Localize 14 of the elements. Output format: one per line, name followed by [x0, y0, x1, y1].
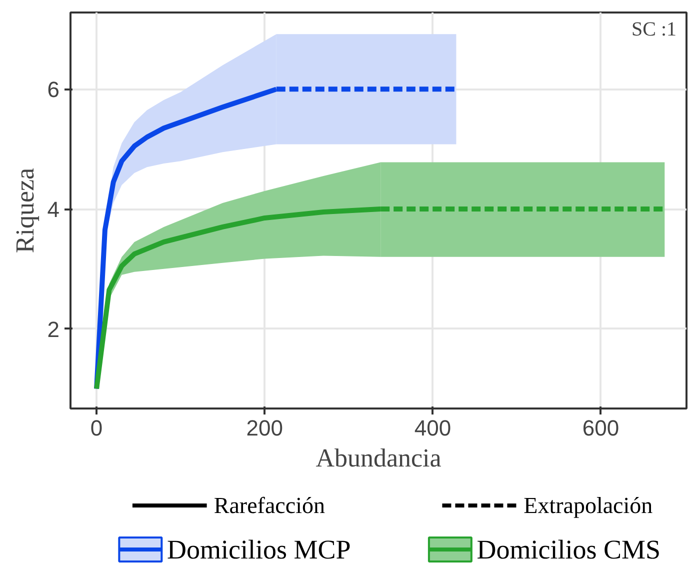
- x-axis-title: Abundancia: [316, 444, 442, 472]
- y-tick-label: 6: [47, 77, 60, 102]
- y-tick-label: 4: [47, 197, 60, 222]
- text: Rarefacción: [214, 493, 326, 518]
- y-axis-title: Riqueza: [10, 167, 40, 254]
- legend-label: Domicilios CMS: [476, 534, 661, 564]
- y-tick-label: 2: [47, 316, 60, 342]
- legend-label: Domicilios MCP: [166, 534, 351, 564]
- x-tick-label: 400: [414, 416, 452, 440]
- x-tick-label: 600: [582, 416, 620, 440]
- annotation: SC :1: [631, 18, 677, 40]
- text: Extrapolación: [524, 493, 654, 518]
- x-tick-label: 0: [90, 416, 103, 440]
- x-tick-label: 200: [246, 416, 283, 440]
